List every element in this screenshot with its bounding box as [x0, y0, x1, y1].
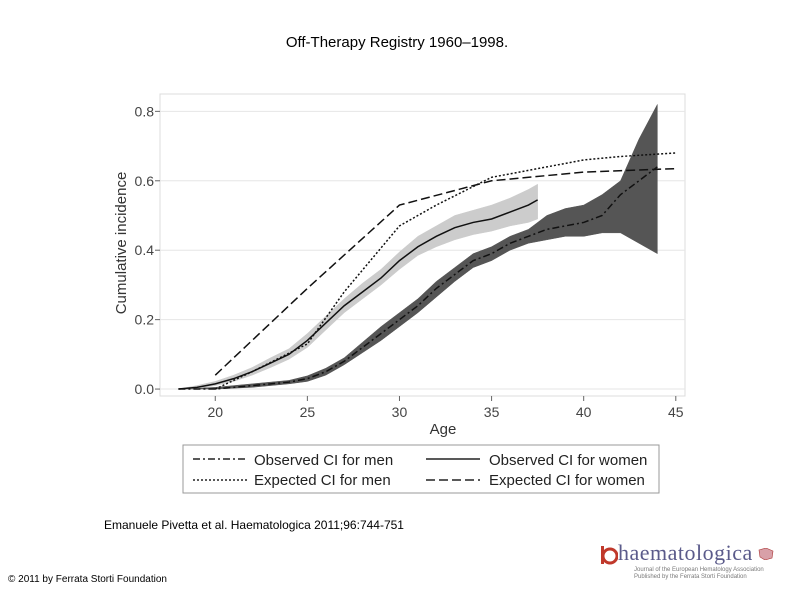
- axis-layer: 0.0 0.2 0.4 0.6 0.8 20 25 30 35 40 45: [135, 103, 684, 420]
- legend-label-women-observed: Observed CI for women: [489, 452, 647, 469]
- x-tick-label: 45: [668, 404, 684, 420]
- x-tick-label: 20: [207, 404, 223, 420]
- logo-mark-icon: [601, 546, 618, 565]
- legend-box: [182, 444, 660, 494]
- ci-band-series-0: [178, 104, 658, 390]
- legend-label-women-expected: Expected CI for women: [489, 472, 645, 489]
- y-axis-label: Cumulative incidence: [113, 172, 130, 315]
- x-tick-label: 25: [300, 404, 316, 420]
- series-line-0: [178, 166, 658, 390]
- logo-publisher: Published by the Ferrata Storti Foundati…: [634, 574, 747, 580]
- x-tick-label: 40: [576, 404, 592, 420]
- y-tick-label: 0.6: [135, 173, 155, 189]
- y-tick-label: 0.4: [135, 242, 155, 258]
- haematologica-logo: haematologica Journal of the European He…: [598, 540, 788, 580]
- logo-tagline: Journal of the European Hematology Assoc…: [634, 567, 764, 573]
- y-tick-label: 0.2: [135, 312, 155, 328]
- plot-frame: [159, 93, 686, 397]
- legend: Observed CI for men Observed CI for wome…: [182, 444, 660, 494]
- x-axis-label: Age: [430, 421, 457, 438]
- series-line-layer: [178, 152, 676, 390]
- ci-band-series-1: [178, 183, 538, 390]
- series-line-1: [178, 199, 539, 390]
- series-line-2: [214, 152, 676, 390]
- logo-wordmark: haematologica: [618, 540, 753, 565]
- series-line-3: [214, 167, 676, 376]
- flag-icon: [758, 548, 774, 560]
- legend-label-men-observed: Observed CI for men: [254, 452, 393, 469]
- citation: Emanuele Pivetta et al. Haematologica 20…: [104, 518, 404, 532]
- ci-band-layer: [178, 104, 658, 390]
- copyright-notice: © 2011 by Ferrata Storti Foundation: [8, 574, 167, 585]
- y-tick-label: 0.0: [135, 381, 155, 397]
- legend-label-men-expected: Expected CI for men: [254, 472, 391, 489]
- x-tick-label: 30: [392, 404, 408, 420]
- x-tick-label: 35: [484, 404, 500, 420]
- y-tick-label: 0.8: [135, 103, 155, 119]
- slide-title: Off-Therapy Registry 1960–1998.: [285, 34, 509, 51]
